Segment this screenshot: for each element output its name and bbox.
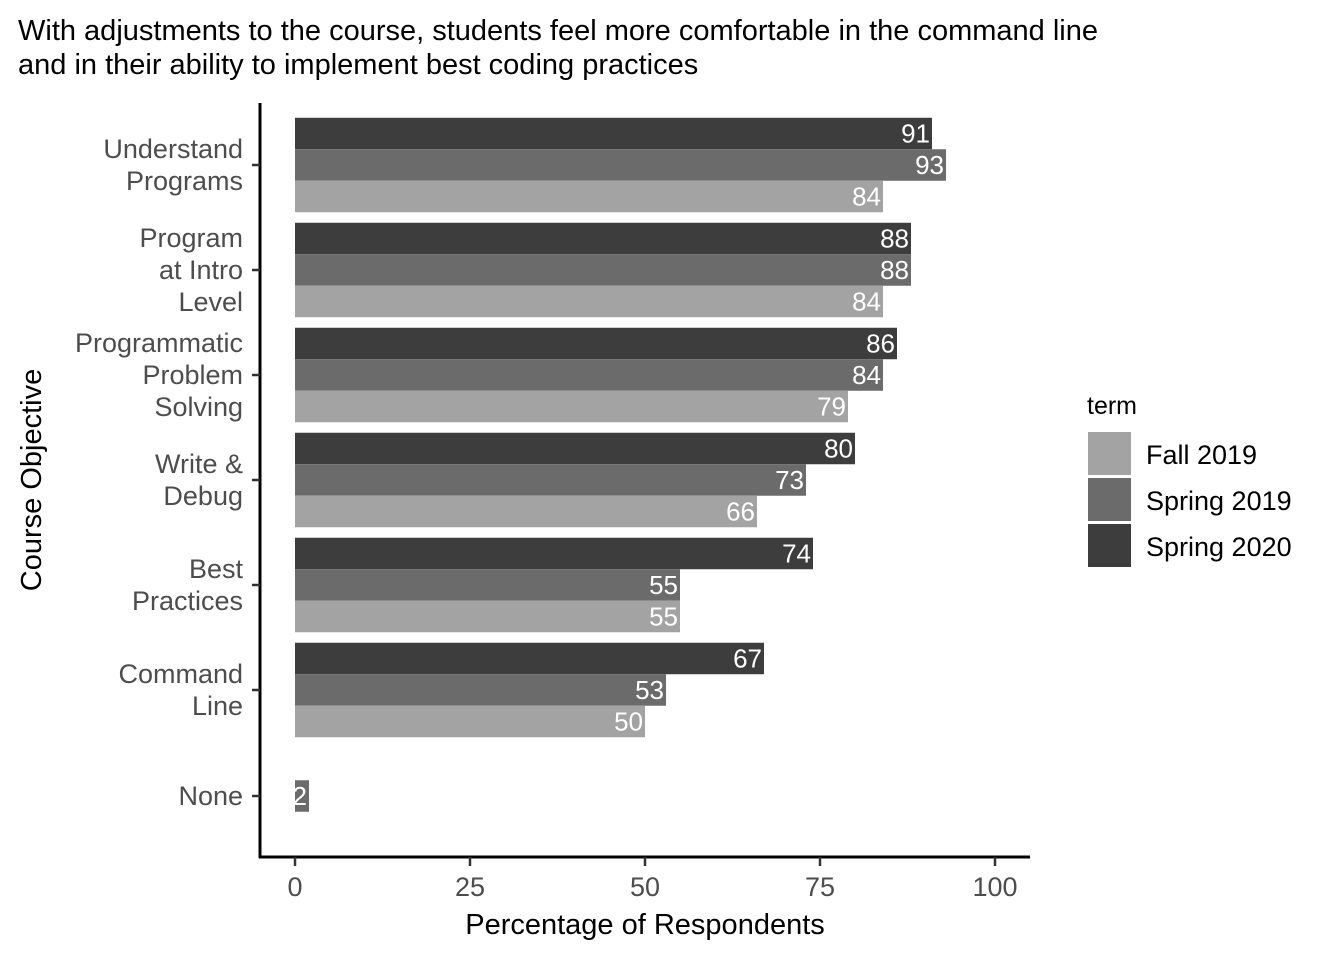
bar-value-label: 88	[880, 224, 909, 254]
y-tick-label: None	[178, 781, 243, 811]
legend-label: Spring 2019	[1146, 486, 1292, 516]
legend-swatch	[1088, 432, 1131, 475]
bar-value-label: 74	[782, 539, 811, 569]
bar-value-label: 84	[852, 287, 881, 317]
bar	[295, 285, 883, 318]
bar	[295, 149, 946, 181]
bar-value-label: 67	[733, 644, 762, 674]
bar-value-label: 66	[726, 497, 755, 527]
bar-value-label: 73	[775, 465, 804, 495]
y-tick-label: Best Practices	[132, 554, 244, 616]
bar	[295, 390, 848, 423]
y-tick-label: Program at Intro Level	[139, 223, 243, 317]
legend: term Fall 2019 Spring 2019 Spring 2020	[1087, 392, 1292, 567]
bar	[295, 780, 309, 812]
x-tick-label: 0	[287, 872, 302, 902]
bar-value-label: 84	[852, 182, 881, 212]
y-tick-label: Understand Programs	[103, 134, 243, 196]
y-axis-title: Course Objective	[16, 369, 48, 591]
bar	[295, 254, 911, 286]
bar	[295, 495, 757, 528]
bar-value-label: 80	[824, 434, 853, 464]
bar	[295, 600, 680, 633]
bar-value-label: 88	[880, 255, 909, 285]
x-tick-label: 25	[455, 872, 485, 902]
y-tick-label: Command Line	[118, 659, 243, 721]
x-tick-label: 50	[630, 872, 660, 902]
bar	[295, 327, 897, 360]
bar	[295, 432, 855, 465]
y-tick-label: Programmatic Problem Solving	[75, 328, 243, 422]
bar	[295, 464, 806, 496]
bar-value-label: 86	[866, 329, 895, 359]
bar	[295, 537, 813, 570]
bar	[295, 180, 883, 213]
x-tick-label: 100	[972, 872, 1017, 902]
bar-value-label: 2	[293, 781, 307, 811]
bar-value-label: 79	[817, 392, 846, 422]
legend-label: Fall 2019	[1146, 440, 1257, 470]
bar	[295, 222, 911, 255]
legend-swatch	[1088, 478, 1131, 521]
axes-layer: Understand Programs Program at Intro Level Pr…	[16, 103, 1030, 941]
bar-value-label: 53	[635, 675, 664, 705]
bar-value-label: 91	[901, 119, 930, 149]
bar	[295, 569, 680, 601]
bar	[295, 117, 932, 150]
x-axis-title: Percentage of Respondents	[465, 909, 825, 941]
x-tick-label: 75	[805, 872, 835, 902]
bar-value-label: 55	[649, 570, 678, 600]
chart-title: With adjustments to the course, students…	[18, 15, 1098, 81]
legend-label: Spring 2020	[1146, 532, 1292, 562]
bar-value-label: 84	[852, 360, 881, 390]
legend-swatch	[1088, 524, 1131, 567]
bar-value-label: 93	[915, 150, 944, 180]
bar-value-label: 50	[614, 707, 643, 737]
bar-value-label: 55	[649, 602, 678, 632]
bar	[295, 674, 666, 706]
bar	[295, 705, 645, 738]
y-tick-label: Write & Debug	[155, 449, 243, 511]
bar	[295, 642, 764, 675]
bar	[295, 359, 883, 391]
legend-title: term	[1087, 392, 1137, 420]
